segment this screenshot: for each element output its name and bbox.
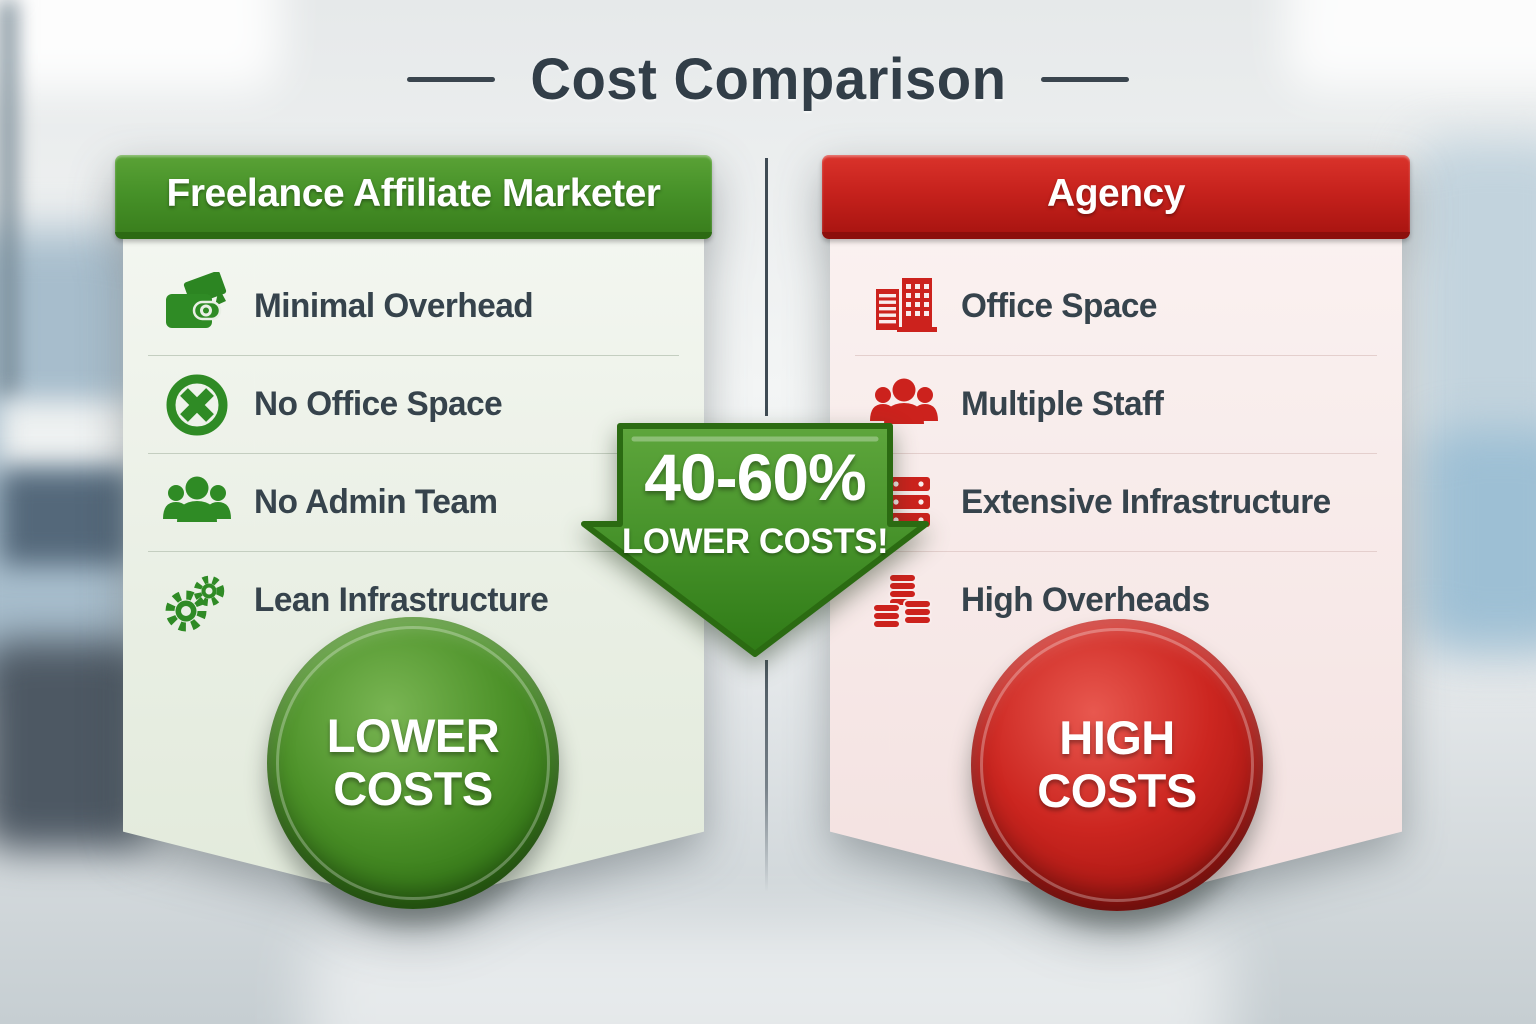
panel-header-label: Freelance Affiliate Marketer [166, 171, 661, 215]
page-title-row: Cost Comparison [0, 46, 1536, 113]
ceiling-light-blur-left [0, 0, 280, 90]
gears-icon [160, 566, 234, 636]
list-item: Lean Infrastructure [148, 552, 679, 649]
list-item-label: No Admin Team [254, 483, 498, 521]
list-item: Multiple Staff [855, 356, 1377, 454]
list-item-label: Multiple Staff [961, 385, 1164, 423]
savings-caption: LOWER COSTS! [621, 522, 889, 561]
list-item: No Office Space [148, 356, 679, 454]
ceiling-light-blur-right [1286, 0, 1536, 90]
monitor-blur-right [0, 470, 130, 565]
list-item: Minimal Overhead [148, 258, 679, 356]
list-item-label: No Office Space [254, 385, 503, 423]
lower-costs-badge: LOWER COSTS [267, 617, 559, 909]
coins-icon [867, 566, 941, 636]
list-item-label: Office Space [961, 287, 1157, 325]
panel-header-freelancer: Freelance Affiliate Marketer [115, 155, 712, 239]
list-item: Extensive Infrastructure [855, 454, 1377, 552]
staff-icon [867, 370, 941, 440]
panel-agency: Agency Office Space Multiple Staff Extensi… [822, 155, 1410, 925]
list-item-label: High Overheads [961, 581, 1210, 619]
floor-glow [307, 924, 1229, 1024]
list-item-label: Minimal Overhead [254, 287, 534, 325]
window-mullion-blur [0, 0, 16, 400]
badge-label: LOWER COSTS [326, 709, 500, 815]
panel-body-freelancer: Minimal Overhead No Office Space No Admin … [123, 238, 704, 905]
center-divider-bottom [765, 660, 768, 892]
list-item: No Admin Team [148, 454, 679, 552]
down-arrow-icon [581, 423, 929, 657]
title-dash-right [1041, 77, 1130, 82]
no-office-icon [160, 370, 234, 440]
team-icon [160, 468, 234, 538]
list-item: Office Space [855, 258, 1377, 356]
title-dash-left [406, 77, 495, 82]
savings-percent: 40-60% [644, 440, 867, 514]
badge-label: HIGH COSTS [1037, 711, 1197, 817]
wallet-icon [160, 271, 234, 342]
panel-header-label: Agency [1047, 171, 1185, 215]
panel-freelance-affiliate-marketer: Freelance Affiliate Marketer Minimal Ove… [115, 155, 712, 925]
panel-header-agency: Agency [822, 155, 1410, 239]
office-building-icon [867, 272, 941, 342]
center-divider-top [765, 158, 768, 416]
list-item-label: Lean Infrastructure [254, 581, 549, 619]
list-item: High Overheads [855, 552, 1377, 649]
savings-callout-text: 40-60% LOWER COSTS! [600, 444, 910, 559]
feature-list-freelancer: Minimal Overhead No Office Space No Admin … [148, 258, 679, 649]
savings-arrow-callout: 40-60% LOWER COSTS! [580, 418, 930, 663]
high-costs-badge: HIGH COSTS [971, 619, 1263, 911]
sky-blur-right [1426, 430, 1536, 640]
page-title: Cost Comparison [529, 47, 1007, 112]
list-item-label: Extensive Infrastructure [961, 483, 1331, 521]
feature-list-agency: Office Space Multiple Staff Extensive Infr… [855, 258, 1377, 649]
